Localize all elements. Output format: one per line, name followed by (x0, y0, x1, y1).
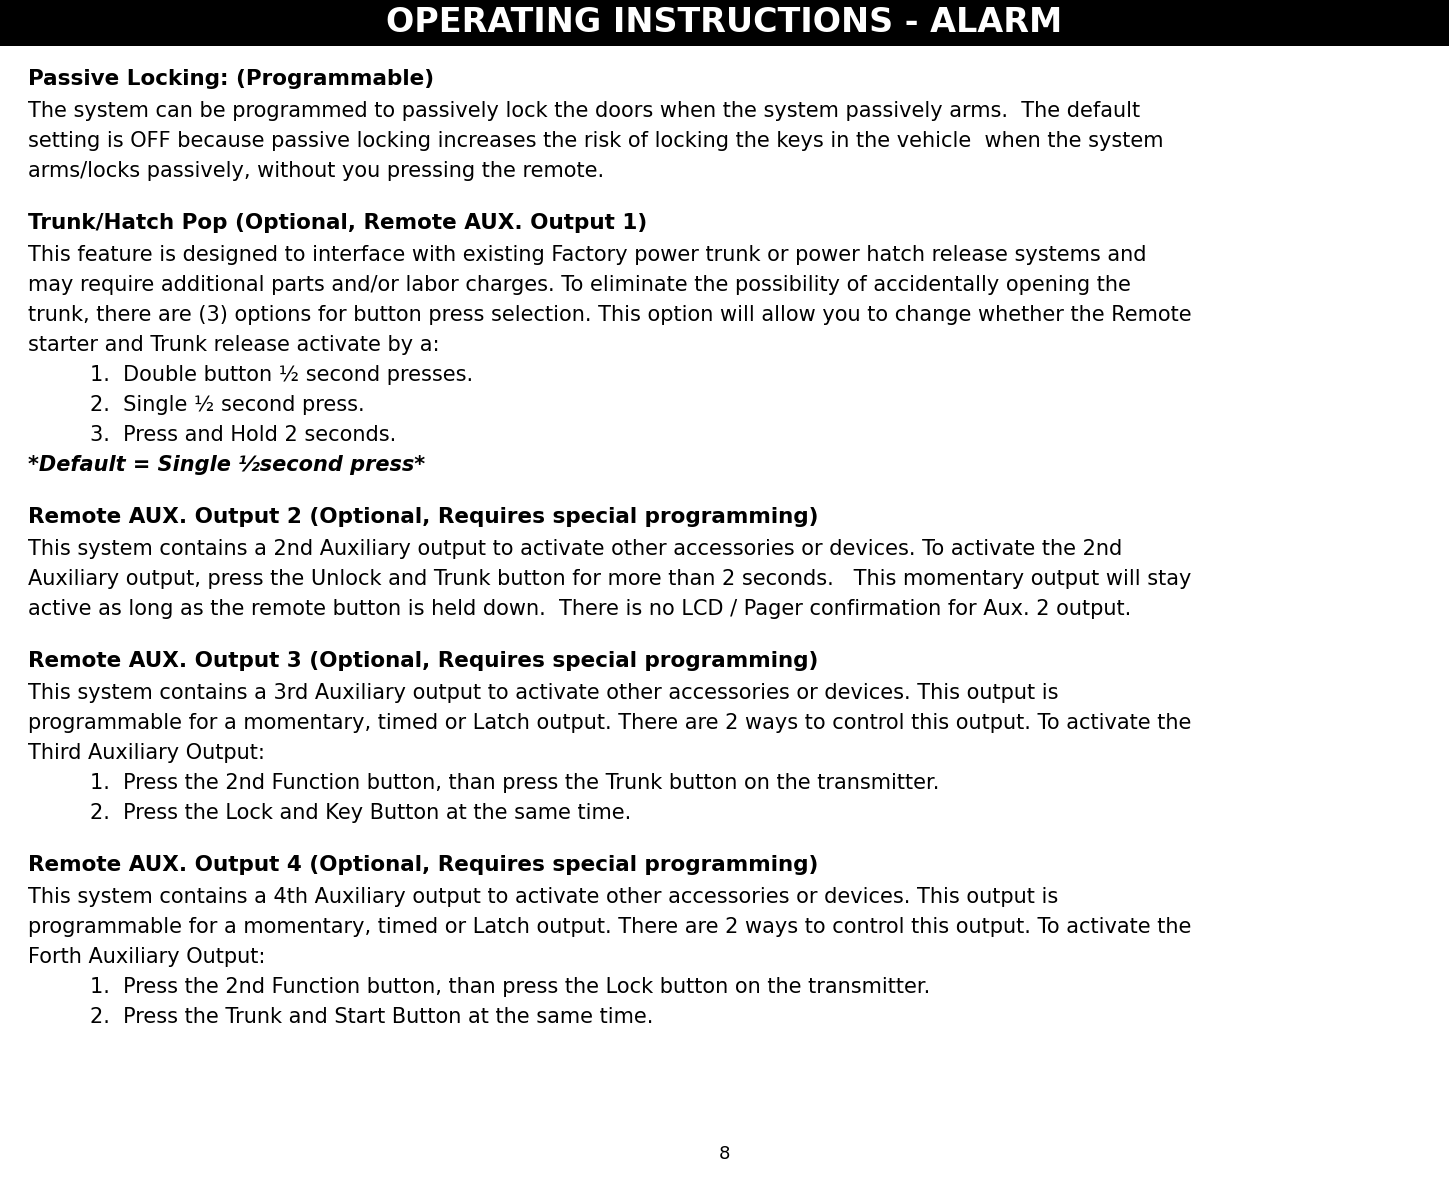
Text: This system contains a 3rd Auxiliary output to activate other accessories or dev: This system contains a 3rd Auxiliary out… (28, 683, 1059, 703)
Text: 2.  Press the Lock and Key Button at the same time.: 2. Press the Lock and Key Button at the … (90, 802, 632, 822)
Bar (0, 0, 1449, 46)
Text: Remote AUX. Output 4 (Optional, Requires special programming): Remote AUX. Output 4 (Optional, Requires… (28, 855, 819, 875)
Text: This feature is designed to interface with existing Factory power trunk or power: This feature is designed to interface wi… (28, 245, 1146, 265)
Text: 3.  Press and Hold 2 seconds.: 3. Press and Hold 2 seconds. (90, 425, 396, 445)
Text: Third Auxiliary Output:: Third Auxiliary Output: (28, 743, 265, 762)
Text: starter and Trunk release activate by a:: starter and Trunk release activate by a: (28, 335, 439, 355)
Text: programmable for a momentary, timed or Latch output. There are 2 ways to control: programmable for a momentary, timed or L… (28, 713, 1191, 733)
Text: Remote AUX. Output 2 (Optional, Requires special programming): Remote AUX. Output 2 (Optional, Requires… (28, 507, 819, 527)
Text: 1.  Press the 2nd Function button, than press the Trunk button on the transmitte: 1. Press the 2nd Function button, than p… (90, 773, 939, 793)
Text: This system contains a 2nd Auxiliary output to activate other accessories or dev: This system contains a 2nd Auxiliary out… (28, 538, 1122, 558)
Text: Passive Locking: (Programmable): Passive Locking: (Programmable) (28, 68, 435, 88)
Text: 1.  Double button ½ second presses.: 1. Double button ½ second presses. (90, 365, 474, 385)
Text: 1.  Press the 2nd Function button, than press the Lock button on the transmitter: 1. Press the 2nd Function button, than p… (90, 977, 930, 997)
Text: trunk, there are (3) options for button press selection. This option will allow : trunk, there are (3) options for button … (28, 305, 1191, 325)
Text: arms/locks passively, without you pressing the remote.: arms/locks passively, without you pressi… (28, 160, 604, 180)
Text: The system can be programmed to passively lock the doors when the system passive: The system can be programmed to passivel… (28, 101, 1140, 121)
Text: 8: 8 (719, 1145, 730, 1163)
Text: OPERATING INSTRUCTIONS - ALARM: OPERATING INSTRUCTIONS - ALARM (387, 7, 1062, 40)
Text: 2.  Single ½ second press.: 2. Single ½ second press. (90, 395, 365, 415)
Text: Auxiliary output, press the Unlock and Trunk button for more than 2 seconds.   T: Auxiliary output, press the Unlock and T… (28, 569, 1191, 589)
Text: This system contains a 4th Auxiliary output to activate other accessories or dev: This system contains a 4th Auxiliary out… (28, 887, 1058, 907)
Text: *Default = Single ½second press*: *Default = Single ½second press* (28, 455, 425, 475)
Text: setting is OFF because passive locking increases the risk of locking the keys in: setting is OFF because passive locking i… (28, 131, 1164, 151)
Text: Remote AUX. Output 3 (Optional, Requires special programming): Remote AUX. Output 3 (Optional, Requires… (28, 650, 819, 670)
Text: active as long as the remote button is held down.  There is no LCD / Pager confi: active as long as the remote button is h… (28, 598, 1132, 618)
Text: programmable for a momentary, timed or Latch output. There are 2 ways to control: programmable for a momentary, timed or L… (28, 916, 1191, 937)
Text: Trunk/Hatch Pop (Optional, Remote AUX. Output 1): Trunk/Hatch Pop (Optional, Remote AUX. O… (28, 213, 648, 233)
Text: Forth Auxiliary Output:: Forth Auxiliary Output: (28, 947, 265, 967)
Text: 2.  Press the Trunk and Start Button at the same time.: 2. Press the Trunk and Start Button at t… (90, 1007, 653, 1027)
Text: may require additional parts and/or labor charges. To eliminate the possibility : may require additional parts and/or labo… (28, 274, 1130, 294)
